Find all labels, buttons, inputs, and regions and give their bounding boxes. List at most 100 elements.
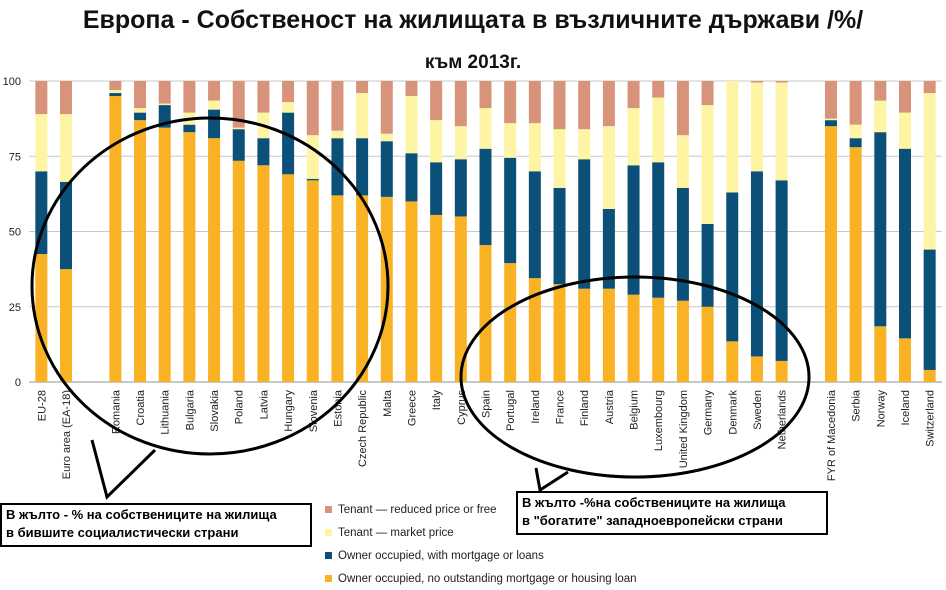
bar-segment [257, 81, 270, 113]
annotation-western-countries: В жълто -%на собствениците на жилища в "… [516, 491, 828, 535]
bar-segment [134, 81, 147, 109]
bar-segment [775, 82, 788, 181]
x-category-label: Bulgaria [184, 389, 196, 430]
callout-ellipse-western [459, 275, 811, 479]
bar-segment [60, 181, 73, 270]
bar-segment [652, 97, 665, 163]
bar-segment [35, 114, 48, 172]
bar-segment [356, 138, 369, 196]
annotation-line: в бившите социалистически страни [6, 525, 239, 540]
bar-segment [701, 105, 714, 224]
bar-segment [454, 81, 467, 127]
annotation-line: в "богатите" западноевропейски страни [522, 513, 783, 528]
bar-segment [430, 214, 443, 382]
bar-segment [380, 133, 393, 142]
bar-segment [578, 129, 591, 160]
x-category-label: Hungary [283, 390, 295, 432]
x-category-label: Austria [604, 389, 616, 424]
bar-segment [232, 127, 245, 130]
legend-swatch [325, 575, 332, 582]
bar-segment [824, 81, 837, 119]
bar-segment [849, 147, 862, 382]
chart-subtitle: към 2013г. [424, 52, 522, 73]
bar-segment [306, 178, 319, 181]
bar-segment [553, 129, 566, 188]
bar-segment [306, 180, 319, 382]
bar-segment [356, 93, 369, 139]
x-category-label: Serbia [851, 389, 863, 422]
bar-segment [232, 81, 245, 128]
x-category-label: Norway [875, 390, 887, 428]
x-category-label: FYR of Macedonia [826, 389, 838, 481]
legend-item-owner-mortgage: Owner occupied, with mortgage or loans [325, 544, 637, 567]
bar-segment [282, 81, 295, 103]
bar-segment [578, 288, 591, 382]
bar-segment [627, 81, 640, 109]
bar-segment [652, 297, 665, 382]
chart-legend: Tenant — reduced price or free Tenant — … [325, 498, 637, 590]
bar-segment [627, 165, 640, 295]
bar-segment [553, 284, 566, 382]
bar-segment [109, 96, 122, 383]
x-axis-labels: EU-28 Euro area (EA-18) Romania Croatia Lith… [36, 389, 936, 481]
bar-segment [109, 90, 122, 94]
x-category-label: France [555, 390, 567, 424]
bar-segment [306, 135, 319, 179]
bar-segment [282, 102, 295, 113]
bar-segment [676, 81, 689, 136]
bars [35, 81, 936, 383]
bar-segment [849, 81, 862, 125]
bar-segment [923, 93, 936, 250]
bar-segment [874, 81, 887, 101]
bar-segment [528, 123, 541, 172]
bar-segment [701, 306, 714, 382]
bar-segment [849, 124, 862, 139]
bar-segment [824, 120, 837, 127]
bar-segment [405, 96, 418, 154]
bar-segment [627, 108, 640, 166]
bar-segment [208, 81, 221, 101]
bar-segment [158, 127, 171, 382]
x-category-label: Finland [579, 390, 591, 426]
bar-segment [380, 81, 393, 134]
legend-item-tenant-reduced: Tenant — reduced price or free [325, 498, 637, 521]
x-category-label: Greece [406, 390, 418, 426]
legend-swatch [325, 529, 332, 536]
bar-segment [726, 192, 739, 342]
annotation-socialist-countries: В жълто - % на собствениците на жилища в… [0, 503, 312, 547]
annotation-line: В жълто - % на собствениците на жилища [6, 507, 277, 522]
x-category-label: Switzerland [925, 390, 937, 447]
x-category-label: Iceland [900, 390, 912, 425]
bar-segment [183, 124, 196, 133]
y-tick-label: 50 [9, 227, 21, 239]
bar-segment [504, 263, 517, 382]
bar-segment [454, 126, 467, 160]
bar-segment [750, 81, 763, 83]
bar-segment [578, 159, 591, 289]
bar-segment [504, 123, 517, 158]
bar-segment [701, 81, 714, 106]
bar-segment [923, 369, 936, 382]
bar-segment [578, 81, 591, 130]
bar-segment [232, 129, 245, 161]
x-category-label: Lithuania [160, 389, 172, 435]
bar-segment [726, 81, 739, 193]
y-tick-label: 75 [9, 151, 21, 163]
x-category-label: Denmark [727, 390, 739, 435]
chart-title: Европа - Собственост на жилищата в възли… [82, 6, 864, 34]
bar-segment [553, 81, 566, 130]
bar-segment [775, 180, 788, 361]
bar-segment [849, 138, 862, 148]
bar-segment [430, 162, 443, 215]
bar-segment [874, 100, 887, 133]
bar-segment [109, 81, 122, 91]
bar-segment [380, 141, 393, 197]
legend-label: Tenant — market price [338, 526, 454, 539]
bar-segment [60, 81, 73, 115]
bar-segment [602, 126, 615, 209]
bar-segment [282, 174, 295, 382]
bar-segment [479, 245, 492, 382]
bar-segment [134, 120, 147, 382]
legend-label: Owner occupied, with mortgage or loans [338, 549, 544, 562]
